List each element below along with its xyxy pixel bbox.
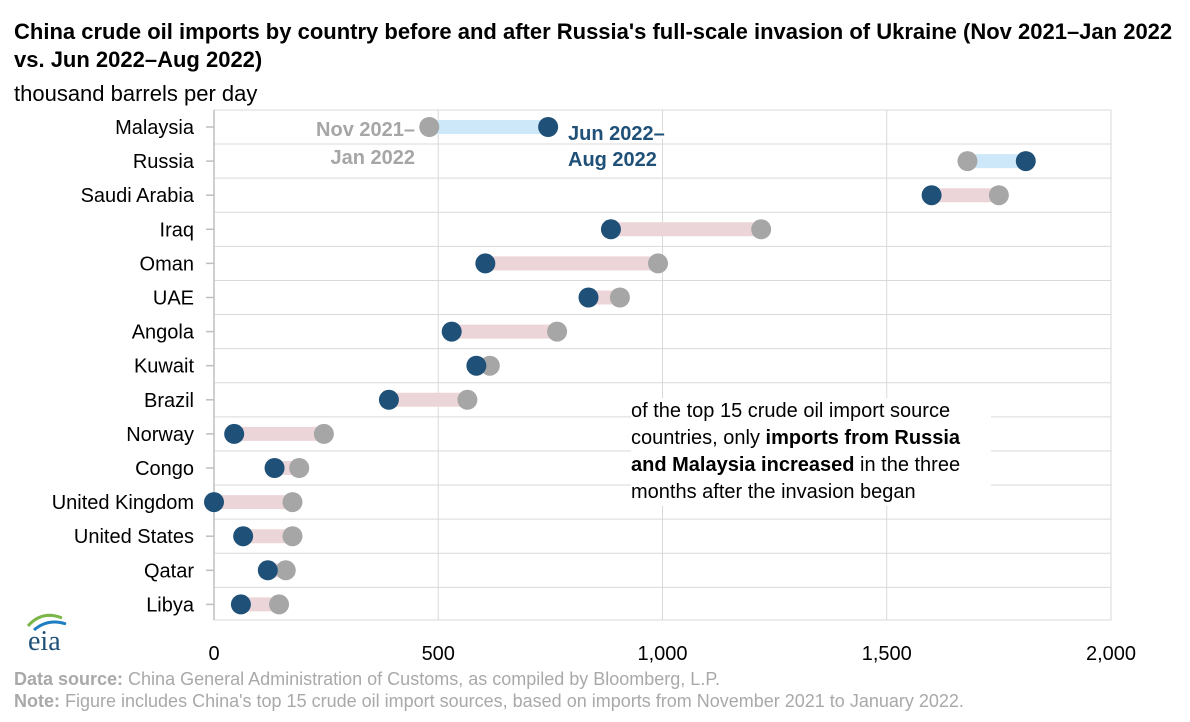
before-dot — [547, 321, 568, 342]
category-label: Angola — [132, 322, 195, 344]
legend-period2-label: Jun 2022– — [568, 123, 665, 145]
svg-text:eia: eia — [28, 626, 61, 654]
before-dot — [282, 526, 303, 547]
before-dot — [282, 492, 303, 513]
category-label: Russia — [133, 151, 195, 173]
x-tick-label: 1,000 — [637, 643, 687, 665]
figure-note: Note: Figure includes China's top 15 cru… — [14, 691, 964, 711]
category-label: Kuwait — [134, 356, 194, 378]
legend-period1-label: Nov 2021– — [316, 119, 415, 141]
after-dot — [466, 355, 487, 376]
category-label: Qatar — [144, 560, 194, 582]
after-dot — [230, 594, 251, 615]
category-label: Congo — [135, 458, 194, 480]
before-dot — [609, 287, 630, 308]
before-dot — [419, 117, 440, 137]
before-dot — [289, 458, 310, 478]
category-label: Libya — [146, 594, 195, 616]
category-label: United States — [74, 526, 194, 548]
before-dot — [275, 560, 296, 581]
x-tick-label: 1,500 — [862, 643, 912, 665]
after-dot — [921, 185, 942, 206]
eia-logo: eia — [26, 613, 67, 654]
before-dot — [457, 389, 478, 410]
before-dot — [648, 253, 669, 274]
after-dot — [578, 287, 599, 308]
before-dot — [751, 219, 772, 240]
category-label: Malaysia — [115, 117, 195, 139]
after-dot — [1015, 151, 1036, 172]
after-dot — [475, 253, 496, 274]
chart-title: China crude oil imports by country befor… — [14, 19, 1173, 72]
after-dot — [441, 321, 462, 342]
legend-period1-label: Jan 2022 — [330, 147, 415, 169]
category-label: United Kingdom — [52, 492, 194, 514]
category-label: Oman — [140, 253, 194, 275]
before-dot — [269, 594, 290, 615]
after-dot — [538, 117, 559, 137]
category-label: UAE — [153, 288, 194, 310]
x-tick-label: 0 — [208, 643, 219, 665]
category-label: Saudi Arabia — [81, 185, 195, 207]
category-label: Norway — [126, 424, 194, 446]
after-dot — [224, 423, 245, 444]
after-dot — [378, 389, 399, 410]
x-tick-label: 2,000 — [1086, 643, 1136, 665]
after-dot — [257, 560, 278, 581]
chart-subtitle: thousand barrels per day — [14, 81, 258, 106]
after-dot — [233, 526, 254, 547]
data-source-note: Data source: China General Administratio… — [14, 669, 721, 689]
before-dot — [313, 423, 334, 444]
legend-period2-label: Aug 2022 — [568, 149, 657, 171]
after-dot — [264, 458, 285, 478]
category-label: Brazil — [144, 390, 194, 412]
annotation-text: of the top 15 crude oil import source co… — [631, 398, 991, 506]
before-dot — [957, 151, 978, 172]
after-dot — [204, 492, 224, 513]
after-dot — [600, 219, 621, 240]
x-tick-label: 500 — [422, 643, 455, 665]
before-dot — [988, 185, 1009, 206]
category-label: Iraq — [160, 219, 194, 241]
